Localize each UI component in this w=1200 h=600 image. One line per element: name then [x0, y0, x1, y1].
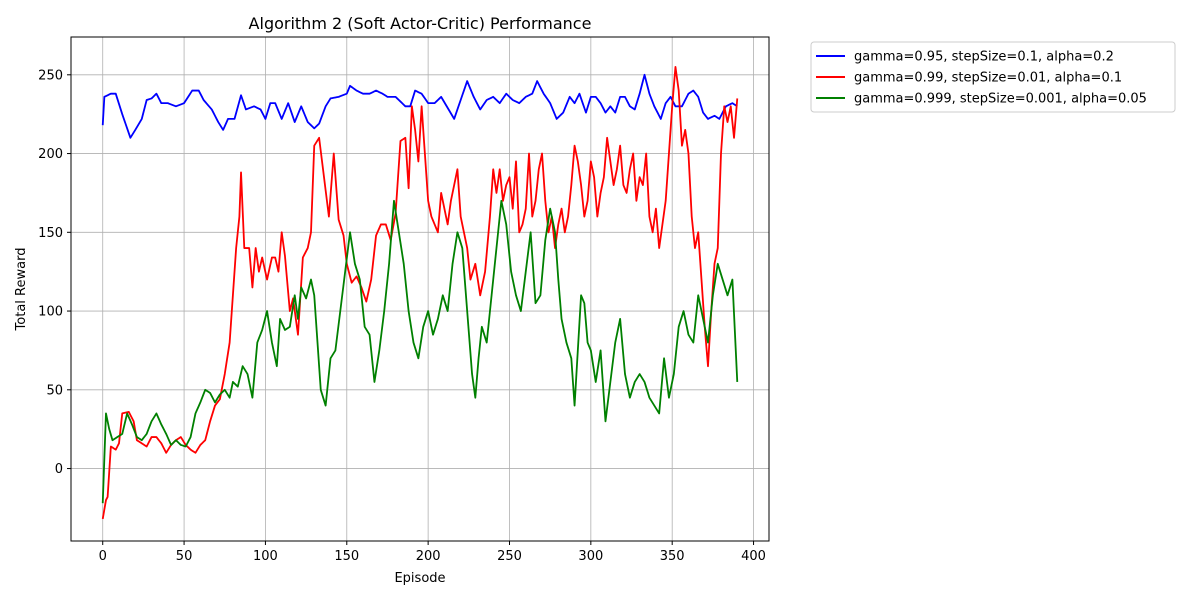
- legend-box: [810, 41, 1176, 113]
- legend-label-0: gamma=0.95, stepSize=0.1, alpha=0.2: [854, 50, 1114, 65]
- y-tick-label: 100: [38, 305, 63, 320]
- x-tick-label: 400: [741, 549, 766, 564]
- legend-label-2: gamma=0.999, stepSize=0.001, alpha=0.05: [854, 92, 1147, 107]
- y-tick-label: 250: [38, 68, 63, 83]
- series-line-1: [101, 66, 739, 520]
- x-tick-label: 200: [416, 549, 441, 564]
- legend-label-1: gamma=0.99, stepSize=0.01, alpha=0.1: [854, 71, 1122, 86]
- y-tick-label: 50: [46, 383, 63, 398]
- x-tick-label: 100: [253, 549, 278, 564]
- series-layer: [101, 66, 739, 520]
- y-tick-label: 150: [38, 226, 63, 241]
- y-tick-label: 200: [38, 147, 63, 162]
- x-tick-label: 300: [578, 549, 603, 564]
- x-axis: 0 50 100 150 200 250 300 350 400: [99, 541, 766, 564]
- chart-title: Algorithm 2 (Soft Actor-Critic) Performa…: [249, 14, 592, 33]
- plot-frame: [70, 36, 770, 542]
- y-axis: 0 50 100 150 200 250: [38, 68, 71, 477]
- x-tick-label: 0: [99, 549, 107, 564]
- x-tick-label: 250: [497, 549, 522, 564]
- y-axis-title: Total Reward: [14, 248, 29, 332]
- x-tick-label: 50: [176, 549, 193, 564]
- legend: gamma=0.95, stepSize=0.1, alpha=0.2 gamm…: [810, 41, 1176, 113]
- y-tick-label: 0: [55, 462, 63, 477]
- series-line-2: [101, 199, 739, 504]
- x-axis-title: Episode: [394, 571, 445, 586]
- grid: [71, 37, 769, 541]
- series-line-0: [101, 73, 738, 139]
- x-tick-label: 350: [660, 549, 685, 564]
- x-tick-label: 150: [334, 549, 359, 564]
